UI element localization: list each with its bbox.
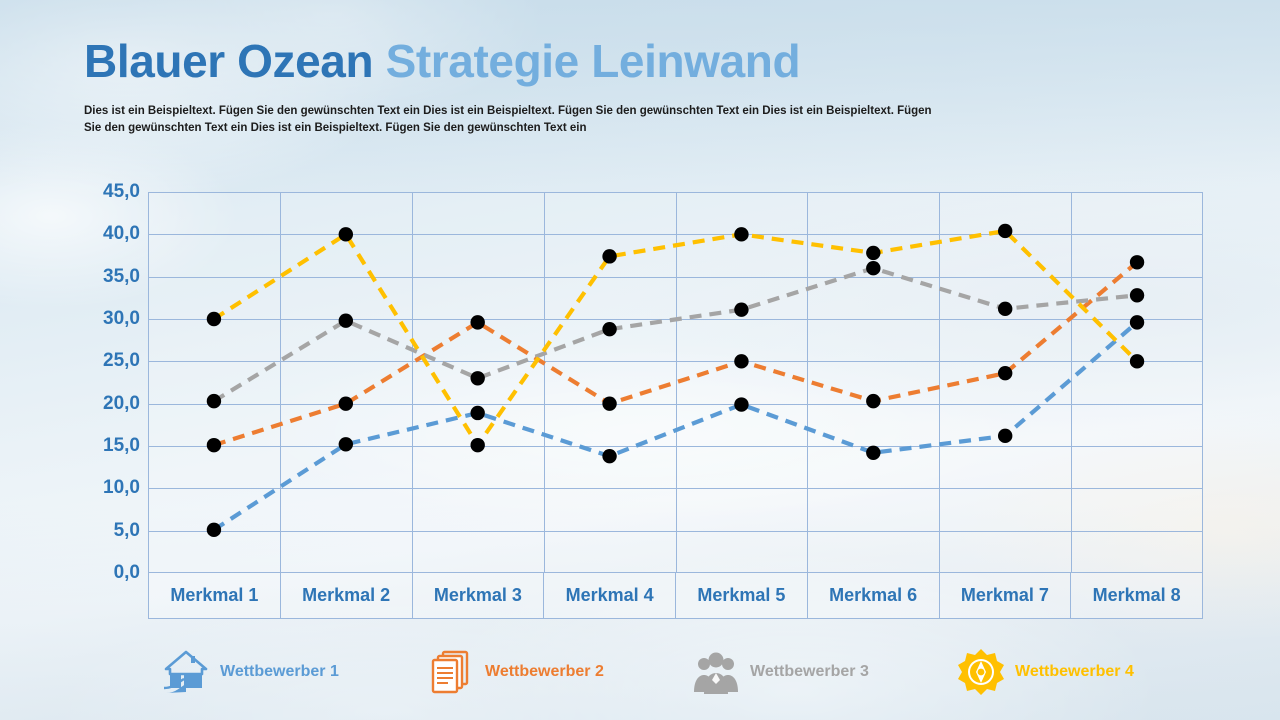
gridline-vertical <box>1071 192 1073 573</box>
y-axis-tick-label: 20,0 <box>103 392 140 414</box>
data-point-marker[interactable] <box>997 428 1013 444</box>
data-point-marker[interactable] <box>338 227 354 242</box>
series-wettbewerber-3 <box>212 266 1138 403</box>
series-layer <box>206 223 1145 538</box>
y-axis-tick-label: 5,0 <box>113 519 140 541</box>
data-point-marker[interactable] <box>997 365 1013 381</box>
x-axis-category-8: Merkmal 8 <box>1092 585 1181 605</box>
series-line <box>213 260 1139 448</box>
x-axis-category-4: Merkmal 4 <box>544 573 676 618</box>
x-axis-category-2: Merkmal 2 <box>281 573 413 618</box>
series-line <box>212 266 1138 403</box>
legend-item-3[interactable]: Wettbewerber 3 <box>678 636 943 708</box>
gear-compass-icon <box>957 648 1005 696</box>
data-point-marker[interactable] <box>338 396 354 411</box>
series-line <box>212 228 1139 449</box>
series-wettbewerber-2 <box>213 260 1139 448</box>
data-point-marker[interactable] <box>866 261 881 276</box>
y-axis-tick-label: 25,0 <box>103 350 140 372</box>
subtitle-text: Dies ist ein Beispieltext. Fügen Sie den… <box>84 105 932 135</box>
markers-wettbewerber-2 <box>206 255 1145 453</box>
y-axis-tick-label: 45,0 <box>103 181 140 202</box>
markers-wettbewerber-1 <box>206 315 1145 538</box>
markers-wettbewerber-4 <box>206 223 1145 453</box>
data-point-marker[interactable] <box>470 437 485 453</box>
page-title-primary: Blauer Ozean <box>84 35 374 87</box>
x-axis-category-6: Merkmal 6 <box>808 573 940 618</box>
house-icon <box>162 648 210 696</box>
data-point-marker[interactable] <box>602 396 617 411</box>
data-point-marker[interactable] <box>338 437 354 452</box>
y-axis-tick-label: 10,0 <box>103 477 140 499</box>
legend-item-1[interactable]: Wettbewerber 1 <box>148 636 413 708</box>
y-axis-tick-label: 15,0 <box>103 435 140 456</box>
data-point-marker[interactable] <box>470 315 485 330</box>
page-title: Blauer Ozean Strategie Leinwand <box>84 35 801 87</box>
data-point-marker[interactable] <box>206 393 222 409</box>
data-point-marker[interactable] <box>206 522 222 538</box>
legend-item-label: Wettbewerber 1 <box>220 663 339 680</box>
y-axis-tick-label: 0,0 <box>113 562 140 583</box>
markers-wettbewerber-3 <box>206 261 1145 409</box>
data-point-marker[interactable] <box>470 371 485 386</box>
page-title-secondary: Strategie Leinwand <box>385 35 801 87</box>
legend-item-label: Wettbewerber 2 <box>485 663 604 680</box>
y-axis: 0,0 5,0 10,0 15,0 20,0 25,0 30,0 35,0 40,0 45,0 <box>66 181 140 583</box>
people-group-icon <box>692 648 740 696</box>
data-point-marker[interactable] <box>1129 315 1145 330</box>
data-point-marker[interactable] <box>602 448 617 464</box>
gridline-vertical <box>411 192 413 573</box>
data-point-marker[interactable] <box>206 437 222 453</box>
chart-legend: Wettbewerber 1 Wettbewerber 2 Wettbewerber… <box>148 636 1208 708</box>
series-wettbewerber-4 <box>212 228 1139 449</box>
legend-item-label: Wettbewerber 3 <box>750 663 869 680</box>
data-point-marker[interactable] <box>470 405 485 421</box>
data-point-marker[interactable] <box>997 223 1013 239</box>
legend-item-4[interactable]: Wettbewerber 4 <box>943 636 1208 708</box>
y-axis-tick-label: 40,0 <box>103 223 140 245</box>
data-point-marker[interactable] <box>866 445 881 460</box>
gridline-vertical <box>675 192 677 573</box>
documents-icon <box>427 648 475 696</box>
data-point-marker[interactable] <box>997 301 1013 317</box>
series-line <box>212 320 1139 532</box>
line-chart <box>148 192 1203 573</box>
data-point-marker[interactable] <box>866 393 881 409</box>
data-point-marker[interactable] <box>1129 255 1145 270</box>
x-axis-category-5: Merkmal 5 <box>676 573 808 618</box>
data-point-marker[interactable] <box>602 249 617 264</box>
y-axis-tick-label: 35,0 <box>103 265 140 287</box>
x-axis-category-3: Merkmal 3 <box>413 573 545 618</box>
legend-item-label: Wettbewerber 4 <box>1015 663 1134 680</box>
x-axis: Merkmal 1 Merkmal 2 Merkmal 3 Merkmal 4 Merk… <box>148 573 1203 619</box>
x-axis-category-1: Merkmal 1 <box>149 573 281 618</box>
data-point-marker[interactable] <box>734 397 749 412</box>
data-point-marker[interactable] <box>866 245 881 261</box>
data-point-marker[interactable] <box>1129 288 1145 303</box>
x-axis-category-7: Merkmal 7 <box>940 573 1072 618</box>
gridline-vertical <box>543 192 545 573</box>
gridline-vertical <box>807 192 809 573</box>
gridline-vertical <box>939 192 941 573</box>
data-point-marker[interactable] <box>734 227 749 242</box>
data-point-marker[interactable] <box>734 302 749 317</box>
data-point-marker[interactable] <box>206 311 222 327</box>
data-point-marker[interactable] <box>1129 354 1145 369</box>
y-axis-tick-label: 30,0 <box>103 308 140 329</box>
legend-item-2[interactable]: Wettbewerber 2 <box>413 636 678 708</box>
data-point-marker[interactable] <box>338 313 354 328</box>
gridline-vertical <box>279 192 281 573</box>
data-point-marker[interactable] <box>602 321 617 337</box>
data-point-marker[interactable] <box>734 354 749 369</box>
series-wettbewerber-1 <box>212 320 1139 532</box>
